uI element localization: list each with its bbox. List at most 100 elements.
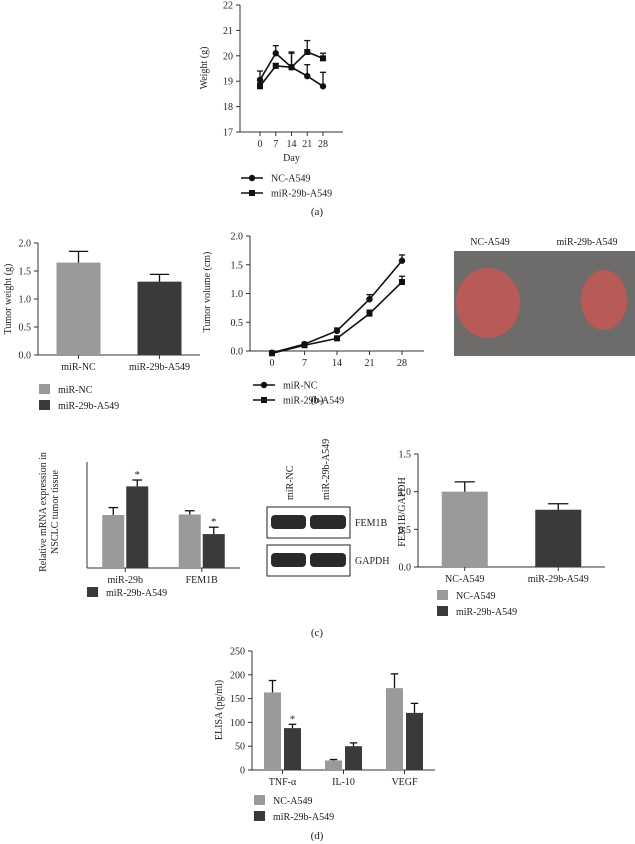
bar — [441, 491, 488, 567]
x-tick-label: VEGF — [391, 777, 418, 788]
data-point — [269, 350, 275, 357]
x-tick-label: TNF-α — [269, 777, 297, 788]
data-point — [333, 327, 341, 335]
data-point — [319, 83, 327, 90]
y-tick-label: 0.5 — [231, 318, 244, 329]
blot-label-fem1b: FEM1B — [355, 518, 388, 529]
y-axis-title: Tumor weight (g) — [3, 264, 14, 335]
x-tick-label: NC-A549 — [445, 574, 484, 585]
data-point — [301, 342, 308, 349]
data-point — [257, 83, 263, 90]
panel-label-b: (b) — [311, 394, 324, 406]
data-point — [320, 55, 326, 62]
panel-label-c: (c) — [311, 627, 324, 639]
bar — [137, 281, 182, 355]
bar — [56, 262, 101, 355]
series-miR-29b-A549 — [269, 275, 405, 357]
y-tick-label: 20 — [223, 51, 233, 62]
x-tick-label: 28 — [318, 139, 328, 150]
tumor-photo: NC-A549 miR-29b-A549 — [454, 237, 635, 356]
legend-swatch — [437, 590, 448, 600]
bar — [325, 760, 342, 770]
y-tick-label: 1.5 — [19, 267, 32, 278]
legend-label: NC-A549 — [456, 591, 495, 602]
legend-swatch — [39, 384, 50, 394]
y-tick-label: 0.5 — [399, 525, 412, 536]
data-point — [288, 64, 295, 71]
x-tick-label: IL-10 — [332, 777, 355, 788]
y-tick-label: 22 — [223, 1, 233, 12]
photo-label-mir29b: miR-29b-A549 — [556, 237, 617, 248]
y-axis-title: Tumor volume (cm) — [202, 252, 213, 333]
tumor-nc — [456, 268, 520, 338]
bar — [264, 692, 281, 770]
bar — [284, 728, 301, 770]
y-tick-label: 0.0 — [19, 351, 32, 362]
x-tick-label: 7 — [273, 139, 278, 150]
bar — [386, 688, 403, 770]
y-axis-title: NSCLC tumor tissue — [50, 469, 61, 553]
y-tick-label: 0.0 — [399, 563, 412, 574]
y-tick-label: 2.0 — [231, 232, 244, 243]
y-tick-label: 1.5 — [399, 450, 412, 461]
y-tick-label: 250 — [230, 647, 245, 658]
x-tick-label: 0 — [258, 139, 263, 150]
significance-mark: * — [211, 516, 217, 528]
y-tick-label: 21 — [223, 26, 233, 37]
significance-mark: * — [290, 713, 296, 725]
data-point — [366, 310, 373, 317]
bar — [102, 515, 125, 568]
x-tick-label: miR-NC — [61, 362, 96, 373]
y-axis-title: Relative mRNA expression in — [38, 452, 49, 572]
y-tick-label: 18 — [223, 102, 233, 113]
series-miR-29b-A549 — [257, 39, 326, 90]
blot-column-label-nc: miR-NC — [285, 465, 296, 500]
y-tick-label: 150 — [230, 694, 245, 705]
legend-label: NC-A549 — [273, 796, 312, 807]
y-axis-title: ELISA (pg/ml) — [214, 680, 225, 740]
x-tick-label: 7 — [302, 358, 307, 369]
legend-swatch — [254, 811, 265, 821]
data-point — [334, 335, 340, 342]
significance-mark: * — [135, 469, 141, 481]
y-tick-label: 17 — [223, 128, 233, 139]
bar — [126, 486, 149, 568]
x-tick-label: 14 — [332, 358, 342, 369]
data-point — [248, 174, 256, 182]
y-tick-label: 1.0 — [19, 295, 32, 306]
y-tick-label: 200 — [230, 670, 245, 681]
bar — [202, 534, 225, 568]
data-point — [256, 76, 264, 84]
bar — [406, 712, 423, 770]
y-tick-label: 1.0 — [231, 289, 244, 300]
legend-label: miR-NC — [58, 385, 93, 396]
legend-label: miR-29b-A549 — [271, 189, 332, 200]
legend-label: miR-NC — [283, 381, 318, 392]
data-point — [304, 48, 311, 55]
x-tick-label: 14 — [287, 139, 297, 150]
data-point — [398, 257, 406, 264]
legend-label: miR-29b-A549 — [283, 396, 344, 407]
x-tick-label: 28 — [397, 358, 407, 369]
y-axis-title: Weight (g) — [199, 47, 210, 90]
panel-label-a: (a) — [311, 206, 324, 218]
y-tick-label: 100 — [230, 718, 245, 729]
blot-band-fem1b-nc — [271, 515, 306, 529]
x-tick-label: 0 — [270, 358, 275, 369]
legend-label: miR-29b-A549 — [456, 607, 517, 618]
data-point — [366, 296, 373, 303]
bar — [535, 509, 582, 567]
y-tick-label: 1.5 — [231, 260, 244, 271]
y-tick-label: 1.0 — [399, 487, 412, 498]
y-tick-label: 19 — [223, 77, 233, 88]
blot-column-label-mir29b: miR-29b-A549 — [321, 439, 332, 500]
y-tick-label: 50 — [235, 742, 245, 753]
data-point — [272, 62, 279, 69]
x-axis-title: Day — [283, 153, 300, 164]
legend-label: miR-29b-A549 — [273, 812, 334, 823]
tumor-mir29b — [581, 270, 627, 330]
data-point — [399, 279, 405, 285]
x-tick-label: 21 — [302, 139, 312, 150]
bar — [345, 746, 362, 770]
